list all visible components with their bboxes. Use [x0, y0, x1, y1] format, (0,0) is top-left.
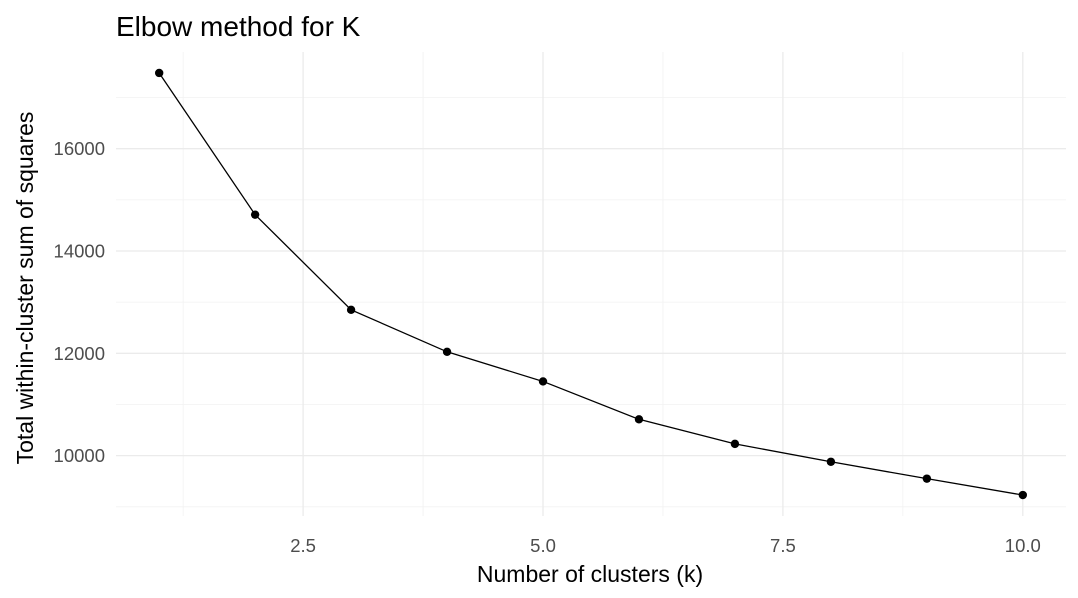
x-tick-label-3: 10.0	[1005, 535, 1041, 556]
series-line-0	[158, 72, 1023, 496]
y-tick-label-2: 14000	[54, 241, 105, 262]
x-tick-label-2: 7.5	[770, 535, 796, 556]
major-gridlines	[116, 52, 1066, 516]
series-layer	[154, 68, 1028, 500]
x-tick-label-1: 5.0	[530, 535, 556, 556]
y-tick-label-1: 12000	[54, 343, 105, 364]
data-point-k2	[250, 210, 260, 219]
data-point-k9	[922, 474, 932, 483]
y-axis-title: Total within-cluster sum of squares	[12, 112, 38, 465]
data-point-k8	[826, 457, 836, 466]
data-point-k3	[346, 305, 356, 315]
x-axis-tick-labels: 2.5 5.0 7.5 10.0	[290, 535, 1041, 556]
x-tick-label-0: 2.5	[290, 535, 316, 556]
data-point-k5	[538, 377, 548, 386]
data-point-k1	[154, 68, 164, 78]
data-point-k4	[442, 347, 452, 356]
y-tick-label-3: 16000	[54, 138, 105, 159]
data-point-k7	[730, 439, 740, 449]
x-axis-title: Number of clusters (k)	[477, 561, 703, 587]
y-tick-label-0: 10000	[54, 445, 105, 466]
data-point-k6	[634, 415, 644, 424]
y-axis-tick-labels: 10000 12000 14000 16000	[54, 138, 105, 466]
data-point-k10	[1018, 490, 1028, 500]
minor-gridlines	[116, 52, 1066, 516]
chart-title: Elbow method for K	[116, 11, 361, 42]
